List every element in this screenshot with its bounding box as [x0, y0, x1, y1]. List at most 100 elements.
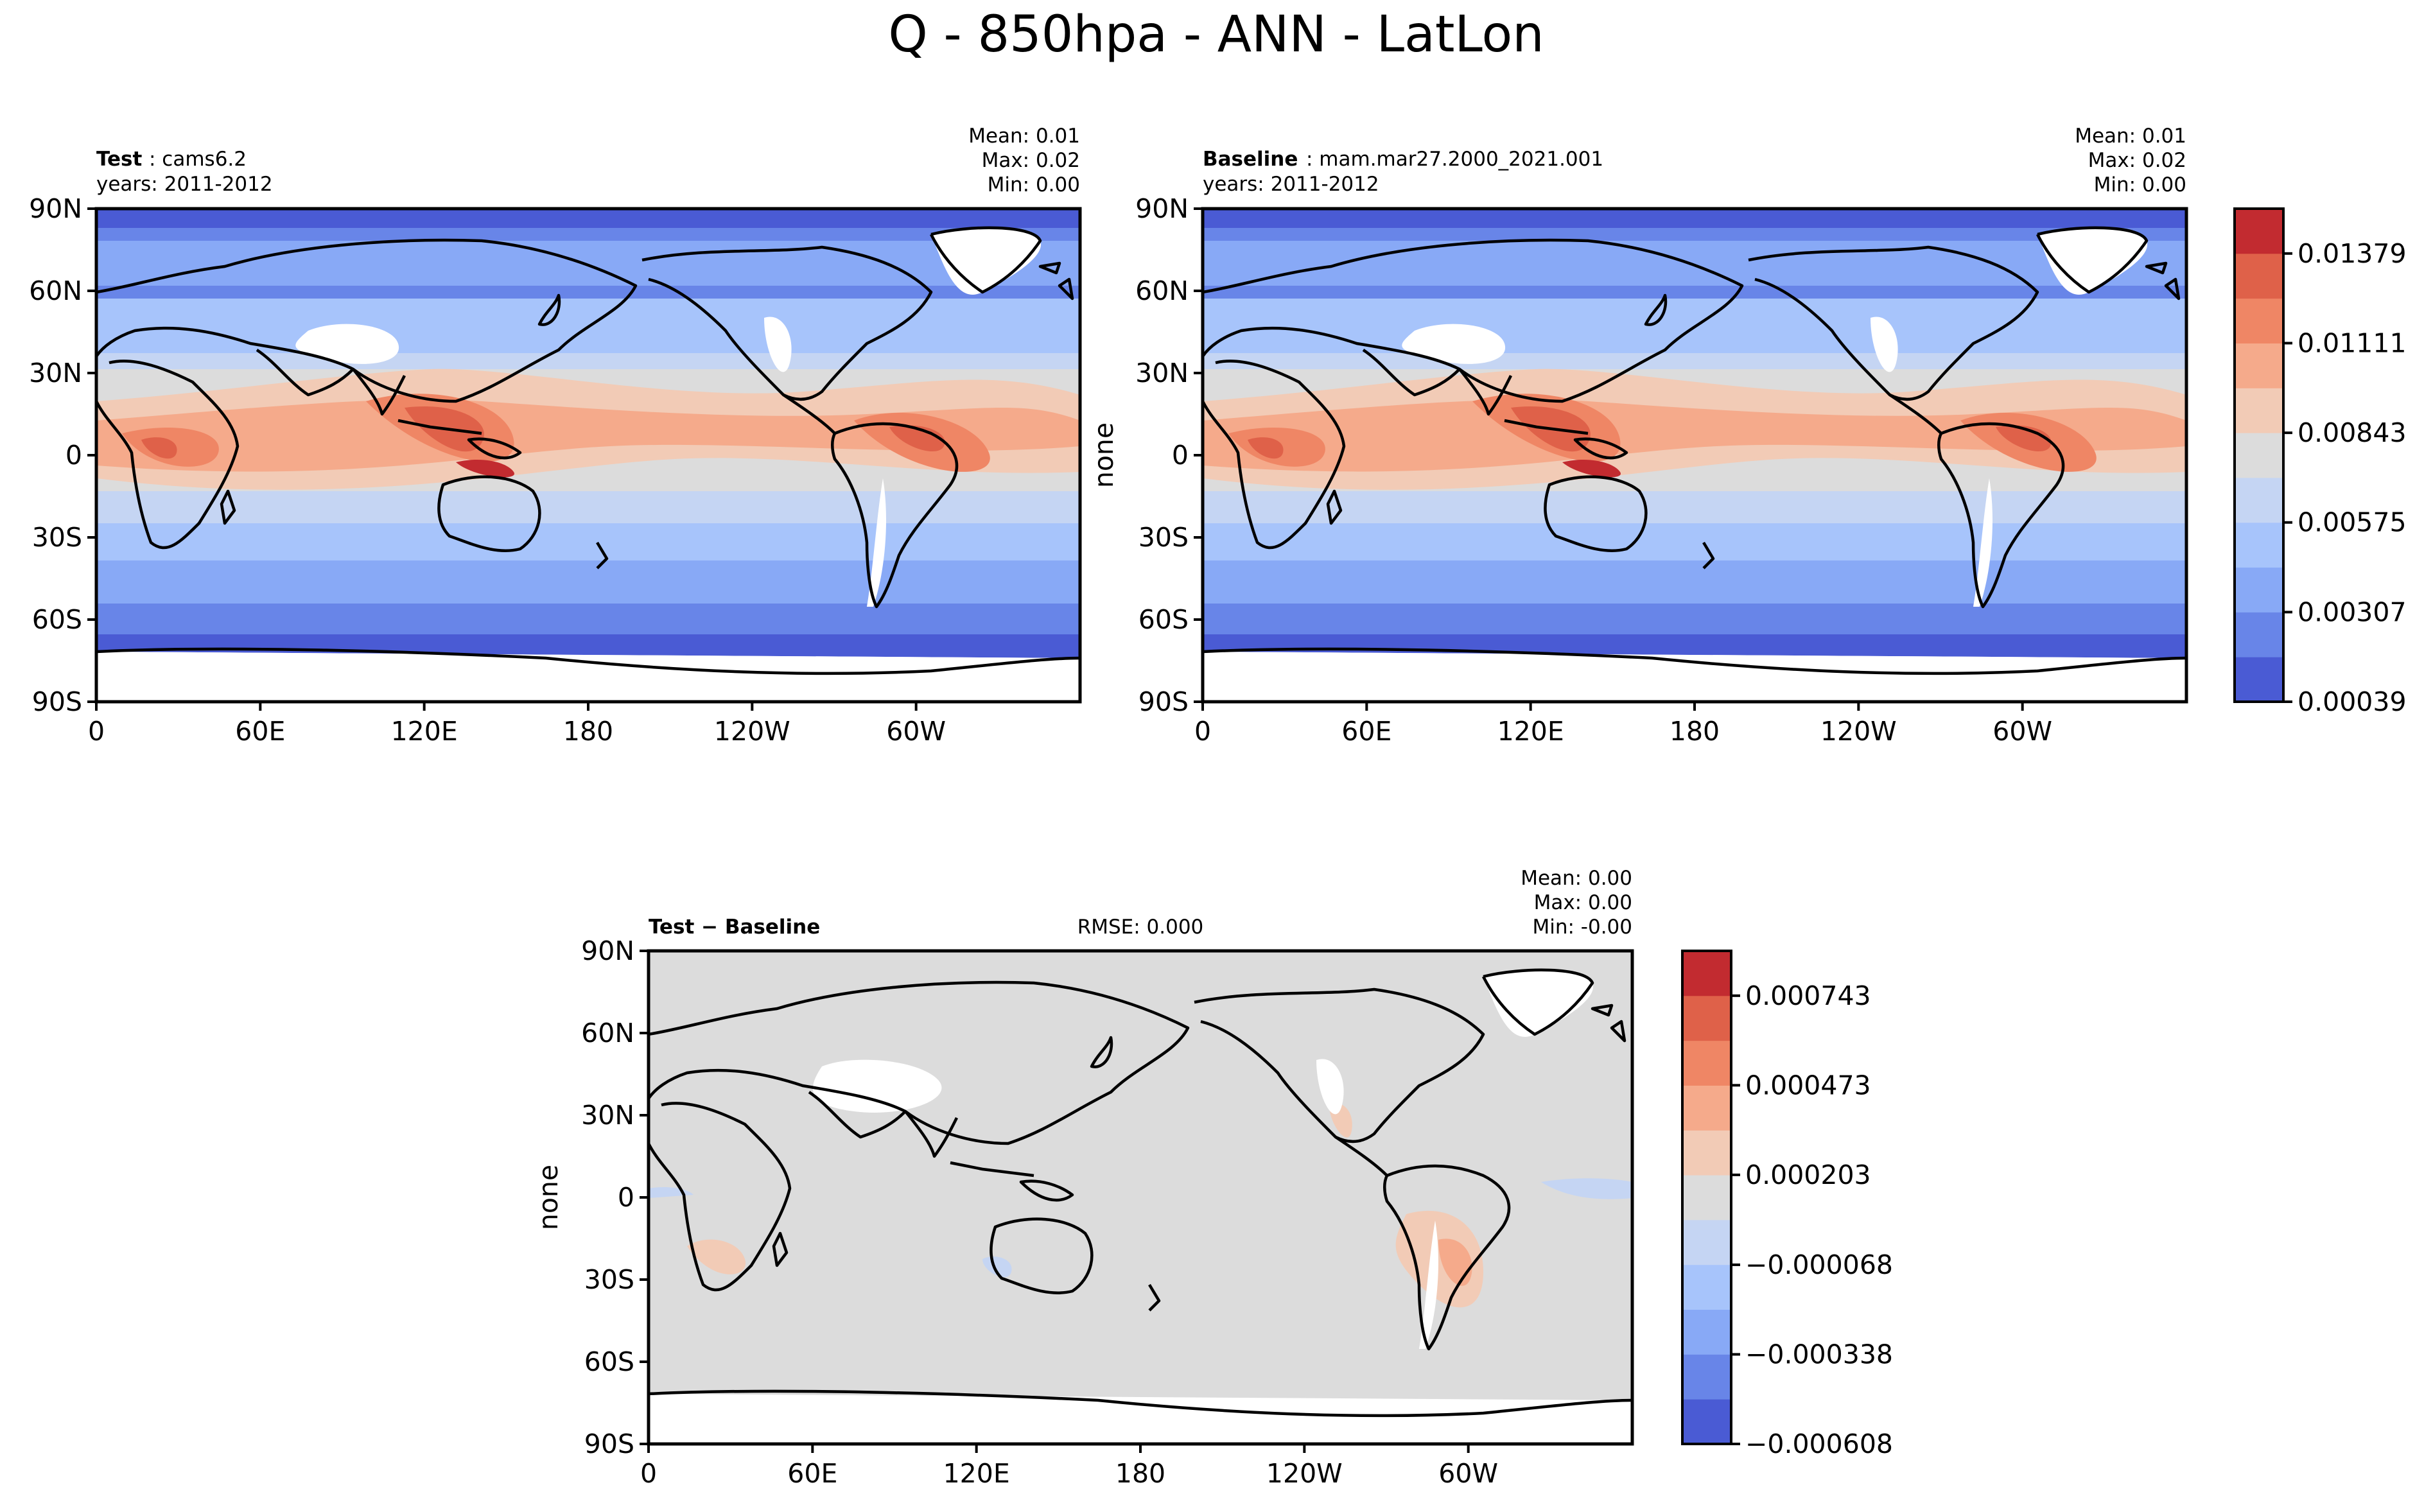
baseline-x-tick-label: 120E [1497, 716, 1564, 747]
baseline-label-bold: Baseline [1203, 148, 1298, 171]
test-years: years: 2011-2012 [96, 173, 273, 196]
diff-colorbar-tick-label: −0.000338 [1745, 1339, 1893, 1369]
main-colorbar-level [2235, 522, 2283, 568]
test-x-tick-label: 60W [886, 716, 946, 747]
diff-colorbar-frame [1681, 950, 1732, 1445]
diff-y-tick-label: 30S [584, 1264, 634, 1295]
diff-colorbar-level [1682, 951, 1731, 996]
diff-y-tick-label: 30N [581, 1100, 634, 1131]
baseline-y-tick-label: 30N [1135, 358, 1189, 388]
diff-x-tick-label: 180 [1115, 1458, 1165, 1489]
baseline-years: years: 2011-2012 [1203, 173, 1379, 196]
baseline-x-tick-label: 60E [1341, 716, 1391, 747]
test-y-tick-label: 90S [32, 686, 82, 717]
diff-colorbar-level [1682, 1040, 1731, 1086]
test-axis-ticks: 0 60E 120E 180 120W 60W 90N 60N 30N 0 30S 60S 90S [29, 193, 946, 747]
baseline-ylabel: none [1088, 422, 1119, 488]
baseline-x-tick-label: 120W [1820, 716, 1897, 747]
diff-y-tick-label: 60N [581, 1018, 634, 1048]
diff-colorbar-level [1682, 1130, 1731, 1176]
baseline-y-tick-label: 60S [1138, 604, 1189, 635]
baseline-y-tick-label: 90S [1138, 686, 1189, 717]
diff-rmse: RMSE: 0.000 [1077, 916, 1204, 939]
main-colorbar-level [2235, 343, 2283, 388]
figure-title: Q - 850hpa - ANN - LatLon [888, 6, 1544, 64]
diff-colorbar-level [1682, 1219, 1731, 1265]
diff-stat-mean: Mean: 0.00 [1521, 867, 1632, 890]
diff-colorbar-level [1682, 1264, 1731, 1310]
test-y-tick-label: 60S [32, 604, 82, 635]
diff-x-tick-label: 120W [1266, 1458, 1343, 1489]
baseline-label-rest: : mam.mar27.2000_2021.001 [1306, 148, 1603, 171]
test-x-tick-label: 0 [88, 716, 105, 747]
panel-test: Test : cams6.2 years: 2011-2012 Mean: 0.… [29, 125, 1082, 747]
baseline-y-tick-label: 60N [1135, 275, 1189, 306]
diff-colorbar-tick-label: 0.000203 [1745, 1160, 1871, 1190]
main-colorbar: 0.01379 0.01111 0.00843 0.00575 0.00307 0.000… [2233, 207, 2407, 717]
test-y-tick-label: 60N [29, 275, 82, 306]
test-y-tick-label: 90N [29, 193, 82, 224]
diff-x-tick-label: 60E [787, 1458, 837, 1489]
baseline-y-tick-label: 0 [1172, 440, 1189, 471]
diff-stat-min: Min: -0.00 [1532, 916, 1632, 939]
diff-y-tick-label: 0 [618, 1182, 634, 1213]
diff-y-tick-label: 60S [584, 1346, 634, 1377]
diff-colorbar: 0.000743 0.000473 0.000203 −0.000068 −0.0003… [1681, 950, 1893, 1459]
diff-colorbar-level [1682, 1175, 1731, 1221]
diff-x-tick-label: 120E [943, 1458, 1010, 1489]
main-colorbar-tick-label: 0.00307 [2298, 596, 2407, 627]
diff-colorbar-tick-label: −0.000068 [1745, 1249, 1893, 1280]
main-colorbar-tick-label: 0.00843 [2298, 417, 2407, 448]
test-stat-mean: Mean: 0.01 [968, 125, 1080, 148]
main-colorbar-level [2235, 657, 2283, 702]
diff-axis-ticks: 0 60E 120E 180 120W 60W 90N 60N 30N 0 30S 60S 90S [581, 935, 1498, 1489]
main-colorbar-tick-label: 0.01379 [2298, 238, 2407, 269]
test-x-tick-label: 180 [563, 716, 613, 747]
test-contour-field [96, 209, 1080, 702]
test-y-tick-label: 30S [32, 522, 82, 553]
diff-y-tick-label: 90N [581, 935, 634, 966]
baseline-x-tick-label: 180 [1670, 716, 1720, 747]
test-y-tick-label: 30N [29, 358, 82, 388]
diff-colorbar-level [1682, 1309, 1731, 1355]
diff-contour-field [649, 951, 1632, 1444]
baseline-y-tick-label: 90N [1135, 193, 1189, 224]
test-x-tick-label: 120E [391, 716, 458, 747]
baseline-axis-ticks: 0 60E 120E 180 120W 60W 90N 60N 30N 0 30S 60S 90S [1135, 193, 2052, 747]
test-label-rest: : cams6.2 [149, 148, 247, 171]
baseline-contour-field [1203, 209, 2186, 702]
main-colorbar-level [2235, 567, 2283, 613]
main-colorbar-frame [2233, 207, 2285, 703]
baseline-stat-mean: Mean: 0.01 [2075, 125, 2186, 148]
main-colorbar-level [2235, 477, 2283, 523]
baseline-stat-max: Max: 0.02 [2088, 149, 2186, 172]
diff-colorbar-level [1682, 995, 1731, 1041]
diff-colorbar-level [1682, 1354, 1731, 1400]
diff-x-tick-label: 60W [1438, 1458, 1498, 1489]
diff-colorbar-tick-label: −0.000608 [1745, 1429, 1893, 1459]
main-colorbar-level [2235, 388, 2283, 433]
diff-x-tick-label: 0 [640, 1458, 657, 1489]
diff-y-tick-label: 90S [584, 1429, 634, 1459]
test-x-tick-label: 60E [235, 716, 285, 747]
main-colorbar-level [2235, 433, 2283, 478]
test-x-tick-label: 120W [714, 716, 790, 747]
main-colorbar-tick-label: 0.00039 [2298, 686, 2407, 717]
main-colorbar-level [2235, 209, 2283, 254]
test-stat-max: Max: 0.02 [982, 149, 1080, 172]
test-label-bold: Test [96, 148, 143, 171]
baseline-x-tick-label: 60W [1993, 716, 2052, 747]
panel-baseline: Baseline : mam.mar27.2000_2021.001 years… [1088, 125, 2188, 747]
diff-colorbar-level [1682, 1085, 1731, 1131]
main-colorbar-level [2235, 612, 2283, 657]
main-colorbar-tick-label: 0.01111 [2298, 327, 2407, 358]
diff-ylabel: none [533, 1165, 564, 1230]
diff-stat-max: Max: 0.00 [1534, 891, 1632, 914]
diff-colorbar-tick-label: 0.000473 [1745, 1070, 1871, 1100]
diff-colorbar-tick-label: 0.000743 [1745, 980, 1871, 1011]
panel-difference: Test − Baseline RMSE: 0.000 Mean: 0.00 M… [533, 867, 1634, 1489]
test-stat-min: Min: 0.00 [988, 173, 1080, 196]
main-colorbar-level [2235, 298, 2283, 343]
baseline-x-tick-label: 0 [1194, 716, 1211, 747]
